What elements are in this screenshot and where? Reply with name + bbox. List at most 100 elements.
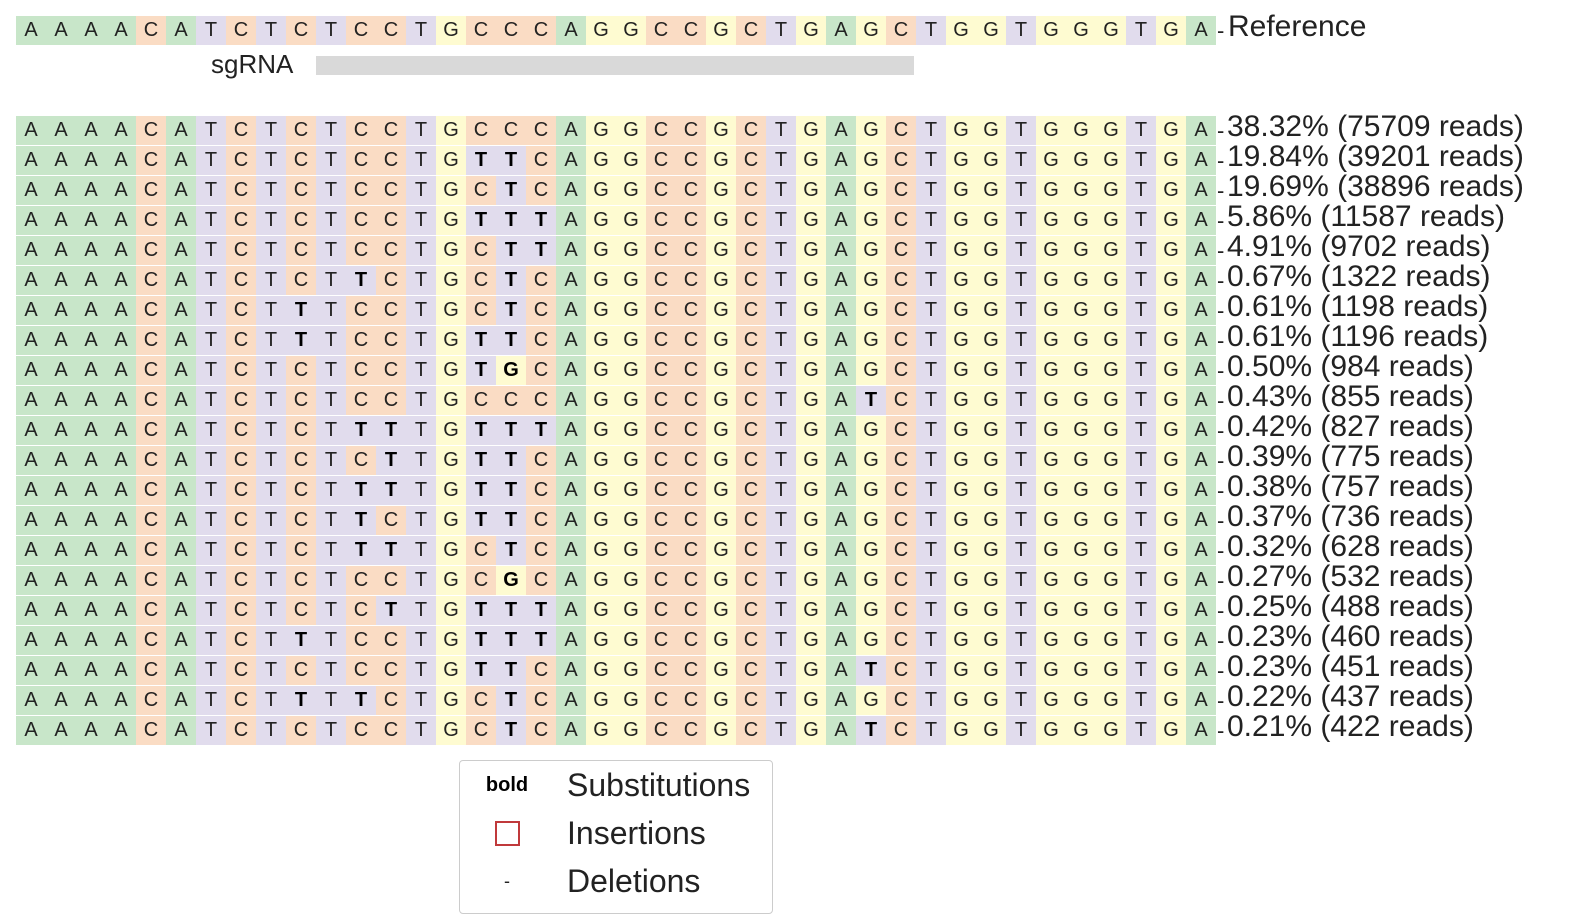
base-cell: A bbox=[76, 446, 106, 475]
allele-reads: (39201 reads) bbox=[1337, 140, 1524, 173]
base-cell: C bbox=[886, 266, 916, 295]
base-cell: T bbox=[256, 536, 286, 565]
base-cell: G bbox=[586, 596, 616, 625]
substituted-base: T bbox=[496, 476, 526, 505]
base-cell: T bbox=[316, 326, 346, 355]
base-cell: C bbox=[226, 326, 256, 355]
base-cell: C bbox=[886, 146, 916, 175]
base-cell: A bbox=[826, 146, 856, 175]
base-cell: C bbox=[496, 16, 526, 45]
allele-percent: 0.32% bbox=[1227, 530, 1313, 563]
base-cell: T bbox=[916, 146, 946, 175]
base-cell: G bbox=[1156, 626, 1186, 655]
base-cell: C bbox=[886, 656, 916, 685]
base-cell: A bbox=[556, 716, 586, 745]
base-cell: G bbox=[946, 686, 976, 715]
base-cell: T bbox=[916, 566, 946, 595]
base-cell: G bbox=[1096, 386, 1126, 415]
base-cell: A bbox=[16, 146, 46, 175]
base-cell: A bbox=[106, 416, 136, 445]
base-cell: A bbox=[166, 446, 196, 475]
base-cell: C bbox=[646, 176, 676, 205]
base-cell: C bbox=[226, 476, 256, 505]
base-cell: G bbox=[1096, 116, 1126, 145]
base-cell: A bbox=[16, 656, 46, 685]
base-cell: A bbox=[1186, 236, 1216, 265]
base-cell: C bbox=[226, 296, 256, 325]
base-cell: C bbox=[136, 566, 166, 595]
base-cell: G bbox=[976, 536, 1006, 565]
base-cell: C bbox=[886, 596, 916, 625]
base-cell: T bbox=[196, 446, 226, 475]
legend-substitutions-label: Substitutions bbox=[567, 767, 751, 803]
base-cell: C bbox=[646, 716, 676, 745]
base-cell: C bbox=[676, 326, 706, 355]
base-cell: T bbox=[196, 16, 226, 45]
base-cell: G bbox=[1036, 356, 1066, 385]
allele-frequency-label: 0.67% (1322 reads) bbox=[1227, 262, 1491, 292]
base-cell: C bbox=[646, 296, 676, 325]
base-cell: A bbox=[46, 506, 76, 535]
substituted-base: T bbox=[496, 626, 526, 655]
base-cell: G bbox=[856, 356, 886, 385]
base-cell: C bbox=[736, 16, 766, 45]
row-tick: - bbox=[1217, 718, 1225, 743]
base-cell: G bbox=[976, 446, 1006, 475]
base-cell: T bbox=[256, 566, 286, 595]
base-cell: T bbox=[916, 356, 946, 385]
base-cell: T bbox=[1006, 596, 1036, 625]
base-cell: C bbox=[466, 686, 496, 715]
base-cell: A bbox=[76, 116, 106, 145]
base-cell: G bbox=[1156, 566, 1186, 595]
substituted-base: T bbox=[496, 596, 526, 625]
base-cell: G bbox=[616, 626, 646, 655]
base-cell: G bbox=[856, 596, 886, 625]
allele-frequency-label: 38.32% (75709 reads) bbox=[1227, 112, 1524, 142]
base-cell: A bbox=[166, 596, 196, 625]
allele-percent: 0.25% bbox=[1227, 590, 1313, 623]
base-cell: C bbox=[136, 116, 166, 145]
base-cell: A bbox=[826, 506, 856, 535]
base-cell: C bbox=[886, 326, 916, 355]
base-cell: T bbox=[916, 206, 946, 235]
base-cell: T bbox=[406, 446, 436, 475]
base-cell: C bbox=[466, 566, 496, 595]
base-cell: C bbox=[646, 476, 676, 505]
base-cell: C bbox=[676, 16, 706, 45]
base-cell: G bbox=[796, 716, 826, 745]
base-cell: A bbox=[76, 506, 106, 535]
base-cell: A bbox=[16, 296, 46, 325]
base-cell: T bbox=[1006, 626, 1036, 655]
base-cell: A bbox=[826, 176, 856, 205]
base-cell: A bbox=[76, 296, 106, 325]
base-cell: G bbox=[436, 206, 466, 235]
base-cell: G bbox=[1156, 416, 1186, 445]
base-cell: C bbox=[886, 506, 916, 535]
substituted-base: T bbox=[496, 716, 526, 745]
base-cell: A bbox=[826, 386, 856, 415]
base-cell: C bbox=[886, 476, 916, 505]
base-cell: G bbox=[706, 356, 736, 385]
base-cell: C bbox=[346, 116, 376, 145]
base-cell: T bbox=[196, 326, 226, 355]
base-cell: G bbox=[796, 266, 826, 295]
base-cell: T bbox=[316, 176, 346, 205]
base-cell: T bbox=[316, 296, 346, 325]
base-cell: A bbox=[556, 236, 586, 265]
base-cell: T bbox=[766, 176, 796, 205]
base-cell: T bbox=[1126, 506, 1156, 535]
base-cell: A bbox=[1186, 16, 1216, 45]
base-cell: G bbox=[1066, 536, 1096, 565]
base-cell: C bbox=[676, 716, 706, 745]
base-cell: T bbox=[1006, 356, 1036, 385]
base-cell: C bbox=[466, 236, 496, 265]
base-cell: C bbox=[346, 386, 376, 415]
base-cell: A bbox=[76, 476, 106, 505]
base-cell: G bbox=[616, 16, 646, 45]
base-cell: T bbox=[766, 446, 796, 475]
allele-reads: (75709 reads) bbox=[1337, 110, 1524, 143]
base-cell: C bbox=[286, 206, 316, 235]
base-cell: G bbox=[1156, 236, 1186, 265]
base-cell: C bbox=[286, 146, 316, 175]
base-cell: G bbox=[1066, 716, 1096, 745]
